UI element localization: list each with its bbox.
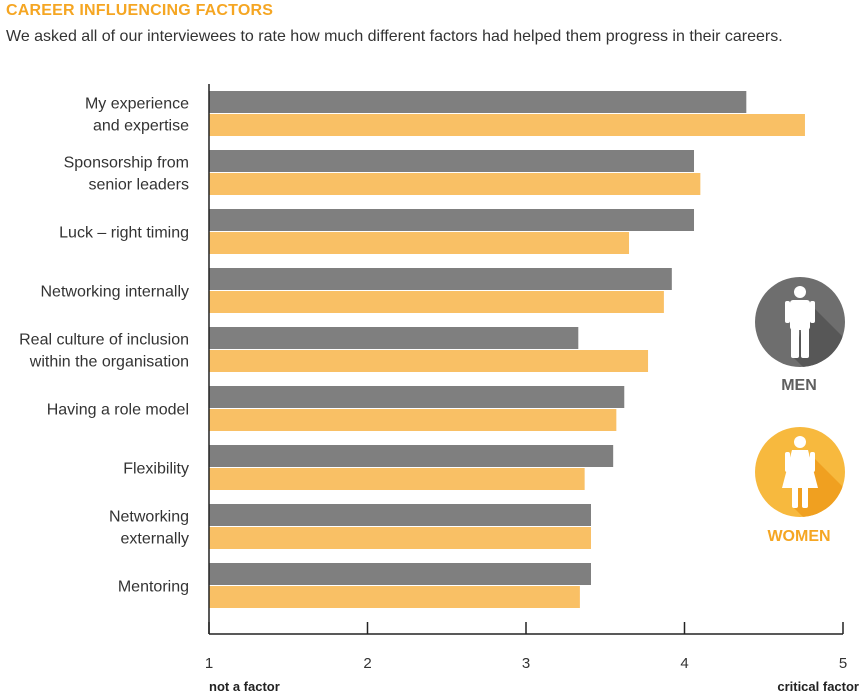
bar-men — [209, 563, 591, 585]
category-label-line: Networking internally — [40, 284, 189, 301]
bar-women — [209, 232, 630, 254]
category-label-line: within the organisation — [29, 354, 189, 371]
bar-men — [209, 445, 614, 467]
woman-icon — [755, 427, 845, 517]
legend-men-label: MEN — [781, 377, 817, 394]
bar-women — [209, 173, 701, 195]
legend-women-label: WOMEN — [767, 528, 831, 545]
category-label: Mentoring — [118, 579, 189, 596]
category-label: Sponsorship from senior leaders — [64, 155, 189, 194]
category-label-line: Mentoring — [118, 579, 189, 596]
category-label-line: externally — [121, 531, 189, 548]
bar-men — [209, 91, 747, 113]
x-axis-max-label: critical factor — [777, 679, 859, 694]
bar-women — [209, 527, 591, 549]
category-label-line: Networking — [109, 509, 189, 526]
category-label: Having a role model — [47, 402, 189, 419]
bar-women — [209, 350, 649, 372]
category-label: Flexibility — [123, 461, 189, 478]
category-label-line: and expertise — [93, 118, 189, 135]
x-tick-label: 4 — [680, 655, 688, 672]
category-label-line: Flexibility — [123, 461, 189, 478]
x-tick-label: 5 — [839, 655, 847, 672]
bar-men — [209, 386, 625, 408]
category-label: My experience and expertise — [85, 96, 189, 135]
bar-men — [209, 150, 695, 172]
category-label-line: Having a role model — [47, 402, 189, 419]
category-label: Luck – right timing — [59, 225, 189, 242]
category-label-line: Sponsorship from — [64, 155, 189, 172]
x-axis-min-label: not a factor — [209, 679, 280, 694]
bar-women — [209, 468, 585, 490]
man-icon — [755, 277, 845, 367]
category-label-line: My experience — [85, 96, 189, 113]
chart-subtitle: We asked all of our interviewees to rate… — [6, 28, 783, 45]
bar-women — [209, 291, 664, 313]
x-tick-label: 1 — [205, 655, 213, 672]
bar-men — [209, 268, 672, 290]
category-label-line: Real culture of inclusion — [19, 332, 189, 349]
bar-men — [209, 504, 591, 526]
bar-women — [209, 586, 580, 608]
x-tick-label: 3 — [522, 655, 530, 672]
x-tick-label: 2 — [363, 655, 371, 672]
bar-women — [209, 409, 617, 431]
category-label-line: senior leaders — [89, 177, 190, 194]
category-label: Networking internally — [40, 284, 189, 301]
category-label: Real culture of inclusion within the orga… — [19, 332, 189, 371]
bar-women — [209, 114, 805, 136]
category-label-line: Luck – right timing — [59, 225, 189, 242]
bar-men — [209, 327, 579, 349]
category-label: Networking externally — [109, 509, 189, 548]
bar-men — [209, 209, 695, 231]
chart-title: CAREER INFLUENCING FACTORS — [6, 2, 274, 19]
